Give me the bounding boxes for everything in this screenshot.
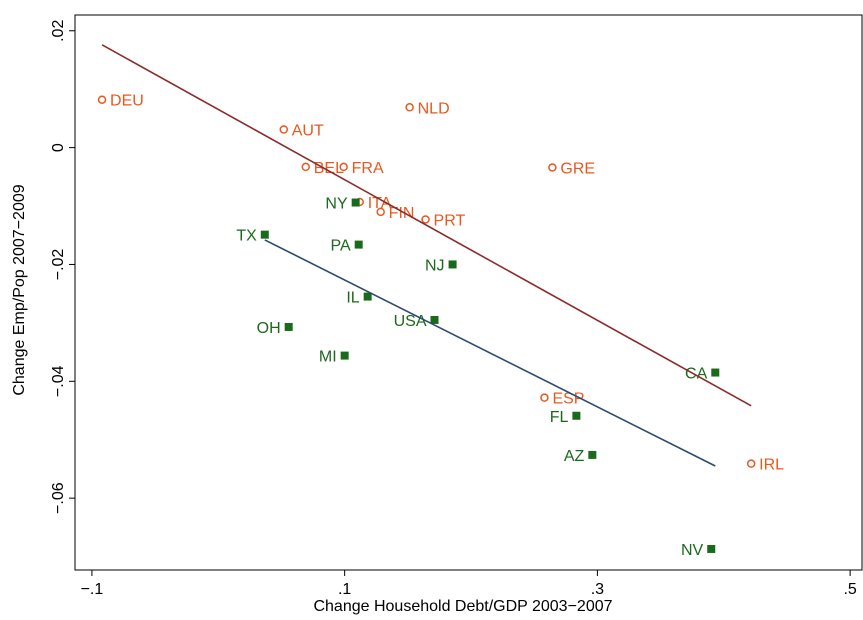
point xyxy=(376,207,385,217)
point-label: NLD xyxy=(418,100,450,117)
point xyxy=(97,95,107,104)
x-tick-label: .5 xyxy=(843,581,856,598)
x-tick-label: .1 xyxy=(338,581,351,598)
point-label: IRL xyxy=(759,457,784,474)
x-tick-label: −.1 xyxy=(81,581,104,598)
point-label: PA xyxy=(331,238,351,255)
point xyxy=(421,215,430,224)
point-label: NJ xyxy=(425,257,445,274)
y-tick-label: −.04 xyxy=(50,365,67,397)
point xyxy=(351,198,360,207)
point xyxy=(363,292,372,301)
point xyxy=(340,351,349,360)
point xyxy=(339,162,348,172)
point xyxy=(448,260,457,269)
y-tick-label: .02 xyxy=(50,20,67,42)
point xyxy=(279,125,289,134)
point xyxy=(430,315,439,324)
point-label: FL xyxy=(550,409,569,426)
point-label: MI xyxy=(319,349,337,366)
point-label: NY xyxy=(325,196,348,213)
y-tick-label: 0 xyxy=(50,143,67,152)
point-label: ITA xyxy=(368,195,392,212)
x-axis-title: Change Household Debt/GDP 2003−2007 xyxy=(313,598,612,615)
point xyxy=(746,459,756,468)
point-label: AUT xyxy=(292,123,324,140)
point xyxy=(284,322,293,331)
point xyxy=(548,163,557,172)
x-tick-label: .3 xyxy=(591,581,604,598)
point-label: TX xyxy=(236,228,257,245)
point-label: IL xyxy=(346,290,359,307)
point xyxy=(707,544,716,553)
point xyxy=(540,393,549,402)
point-label: AZ xyxy=(564,448,585,465)
point-label: ESP xyxy=(552,391,584,408)
point-label: OH xyxy=(257,320,281,337)
point-label: FRA xyxy=(352,160,384,177)
fit-line xyxy=(101,44,752,407)
point xyxy=(301,162,310,172)
point-label: PRT xyxy=(434,212,466,229)
point-label: NV xyxy=(681,542,704,559)
point xyxy=(711,368,720,377)
point xyxy=(260,230,269,239)
point-label: GRE xyxy=(560,160,595,177)
point xyxy=(354,240,363,249)
fit-line xyxy=(264,239,716,467)
y-tick-label: −.02 xyxy=(50,249,67,281)
y-axis-title: Change Emp/Pop 2007−2009 xyxy=(11,184,28,395)
point-label: BEL xyxy=(314,160,344,177)
point xyxy=(405,103,414,112)
point-label: FIN xyxy=(389,205,415,222)
point xyxy=(588,450,597,459)
point xyxy=(572,411,581,420)
point-label: USA xyxy=(394,313,427,330)
y-tick-label: −.06 xyxy=(50,482,67,514)
plot-frame xyxy=(74,14,863,571)
point-label: DEU xyxy=(110,93,144,110)
